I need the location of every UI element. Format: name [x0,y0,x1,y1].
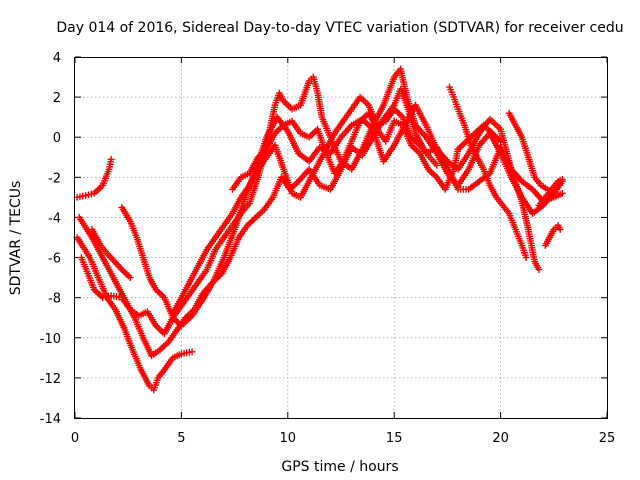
y-tick-label: -2 [48,171,61,186]
y-tick-label: -6 [48,252,61,267]
data-point [522,254,530,261]
series-track-7 [169,93,441,318]
y-tick-label: -14 [40,412,61,427]
series-track-12 [535,175,566,209]
data-point [126,274,134,282]
data-point [107,155,115,163]
series-track-11 [541,222,564,249]
data-point [188,348,196,356]
data-point [556,226,564,233]
data-point [433,161,441,169]
series-track-4 [73,155,115,201]
y-tick-label: 0 [53,131,61,146]
x-axis-label: GPS time / hours [281,459,398,475]
series-track-3 [77,65,566,338]
data-point [497,137,504,145]
data-point [535,266,543,273]
x-tick-label: 25 [599,431,616,446]
series-track-6 [118,101,543,330]
x-tick-label: 15 [386,431,403,446]
series-track-1 [73,234,196,394]
x-tick-label: 10 [280,431,297,446]
y-tick-label: -10 [40,332,61,347]
series-track-9 [446,83,530,261]
data-point [558,189,566,197]
x-tick-label: 0 [71,431,79,446]
y-tick-label: 4 [53,51,61,66]
x-tick-label: 5 [177,431,185,446]
series-track-5 [88,226,134,282]
y-axis-label: SDTVAR / TECUs [8,181,24,296]
y-tick-label: -4 [48,211,61,226]
data-point [558,175,566,183]
series-track-8 [229,109,504,193]
grid [75,57,607,418]
chart-title: Day 014 of 2016, Sidereal Day-to-day VTE… [56,20,623,36]
y-tick-label: -12 [40,372,61,387]
y-tick-label: 2 [53,91,61,106]
y-tick-label: -8 [48,292,61,307]
data-points [73,65,566,394]
plot-frame [74,57,608,419]
x-tick-label: 20 [492,431,509,446]
